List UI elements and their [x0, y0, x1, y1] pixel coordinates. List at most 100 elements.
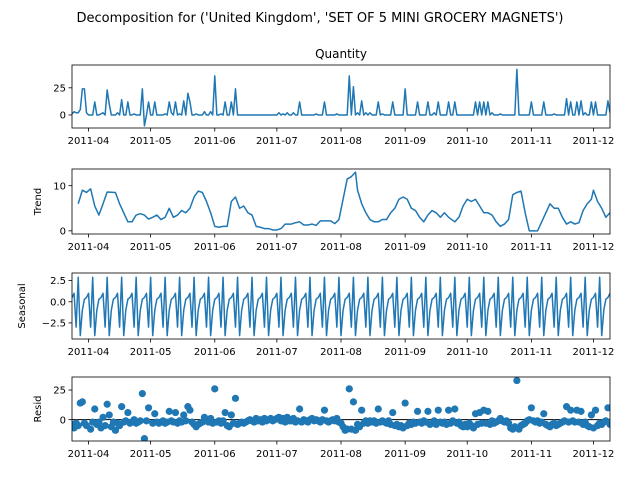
resid-point — [227, 411, 235, 419]
resid-xtick-label: 2011-07 — [256, 449, 298, 460]
quantity-xtick-label: 2011-11 — [510, 136, 552, 147]
resid-point — [374, 405, 382, 413]
resid-ytick-label: 0 — [60, 415, 66, 426]
resid-ytick-label: 25 — [53, 386, 66, 397]
resid-marks — [72, 377, 610, 441]
seasonal-xtick-label: 2011-05 — [130, 347, 172, 358]
quantity-frame — [71, 64, 611, 129]
resid-point — [567, 406, 575, 414]
resid-point — [124, 408, 132, 417]
resid-point — [484, 407, 492, 415]
trend-xtick-label: 2011-11 — [510, 242, 552, 253]
resid-point — [219, 417, 227, 425]
seasonal-xtick-label: 2011-11 — [510, 347, 552, 358]
quantity-xtick-label: 2011-06 — [194, 136, 236, 147]
seasonal-ytick-label: −2.5 — [42, 319, 66, 330]
resid-point — [171, 408, 180, 417]
seasonal-ylabel: Seasonal — [17, 283, 28, 328]
quantity-ytick-label: 25 — [53, 83, 66, 94]
resid-point — [221, 408, 229, 417]
quantity-xtick-label: 2011-12 — [573, 136, 615, 147]
resid-point — [99, 413, 107, 421]
resid-point — [103, 400, 111, 408]
resid-point — [413, 407, 422, 415]
quantity-ytick-label: 0 — [60, 111, 66, 122]
seasonal-ytick-label: 0.0 — [50, 297, 66, 308]
resid-xtick-label: 2011-04 — [68, 449, 110, 460]
quantity-xtick-label: 2011-04 — [68, 136, 110, 147]
seasonal-xtick-label: 2011-08 — [320, 347, 362, 358]
trend-xtick-label: 2011-10 — [446, 242, 488, 253]
resid-point — [587, 411, 595, 419]
resid-point — [358, 406, 366, 414]
trend-subplot: Trend 0 10 2011-04 2011-05 2011-06 2011-07 2011… — [33, 168, 615, 253]
quantity-xtick-label: 2011-07 — [256, 136, 298, 147]
resid-point — [211, 385, 219, 393]
seasonal-marks — [72, 276, 610, 337]
resid-point — [296, 405, 304, 413]
resid-xtick-label: 2011-12 — [573, 449, 615, 460]
resid-point — [577, 407, 585, 415]
resid-point — [78, 398, 86, 406]
trend-ytick-label: 10 — [53, 181, 66, 192]
resid-point — [389, 408, 397, 417]
figure-title: Decomposition for ('United Kingdom', 'SE… — [77, 11, 564, 26]
resid-point — [95, 418, 103, 426]
seasonal-subplot: Seasonal −2.5 0.0 2.5 2011-04 2011-05 2011-06 2… — [17, 272, 614, 358]
resid-point — [606, 420, 610, 429]
seasonal-xtick-label: 2011-09 — [384, 347, 426, 358]
seasonal-series-line — [72, 276, 610, 337]
resid-point — [604, 404, 610, 412]
resid-point — [182, 417, 190, 425]
resid-point — [320, 406, 329, 414]
seasonal-xtick-label: 2011-04 — [68, 347, 110, 358]
quantity-title: Quantity — [315, 47, 367, 61]
resid-point — [231, 394, 240, 402]
resid-point — [105, 411, 113, 419]
resid-point — [513, 377, 521, 385]
resid-xtick-label: 2011-06 — [194, 449, 236, 460]
quantity-subplot: Quantity 0 25 2011-04 2011-05 2011-06 2011-07 2… — [53, 47, 614, 147]
trend-xtick-label: 2011-04 — [68, 242, 110, 253]
resid-xtick-label: 2011-08 — [320, 449, 362, 460]
seasonal-ytick-label: 2.5 — [50, 276, 66, 287]
seasonal-xtick-label: 2011-10 — [446, 347, 488, 358]
resid-point — [434, 406, 442, 414]
resid-point — [138, 389, 146, 398]
trend-xtick-label: 2011-12 — [573, 242, 615, 253]
resid-xtick-label: 2011-09 — [384, 449, 426, 460]
trend-xtick-label: 2011-08 — [320, 242, 362, 253]
resid-xtick-label: 2011-10 — [446, 449, 488, 460]
resid-point — [401, 399, 409, 407]
resid-point — [424, 407, 432, 415]
seasonal-xtick-label: 2011-07 — [256, 347, 298, 358]
resid-point — [101, 421, 109, 430]
subplots: Quantity 0 25 2011-04 2011-05 2011-06 2011-07 2… — [17, 47, 614, 460]
resid-point — [180, 411, 188, 419]
quantity-xtick-label: 2011-09 — [384, 136, 426, 147]
resid-point — [527, 404, 535, 412]
resid-point — [87, 425, 95, 433]
resid-point — [349, 398, 358, 406]
resid-point — [140, 435, 149, 441]
resid-point — [591, 406, 600, 414]
resid-point — [136, 417, 144, 425]
trend-xtick-label: 2011-09 — [384, 242, 426, 253]
resid-point — [445, 406, 453, 414]
resid-point — [111, 426, 120, 434]
quantity-xtick-label: 2011-10 — [446, 136, 488, 147]
resid-point — [186, 406, 194, 414]
quantity-xtick-label: 2011-05 — [130, 136, 172, 147]
resid-point — [345, 385, 353, 393]
quantity-series-line — [72, 68, 610, 127]
resid-ylabel: Resid — [33, 396, 44, 423]
resid-point — [91, 405, 99, 413]
resid-point — [540, 410, 548, 418]
resid-point — [165, 407, 173, 415]
quantity-marks — [72, 68, 610, 127]
trend-ytick-label: 0 — [60, 226, 66, 237]
resid-point — [74, 421, 82, 430]
seasonal-xtick-label: 2011-06 — [194, 347, 236, 358]
trend-frame — [71, 168, 611, 235]
